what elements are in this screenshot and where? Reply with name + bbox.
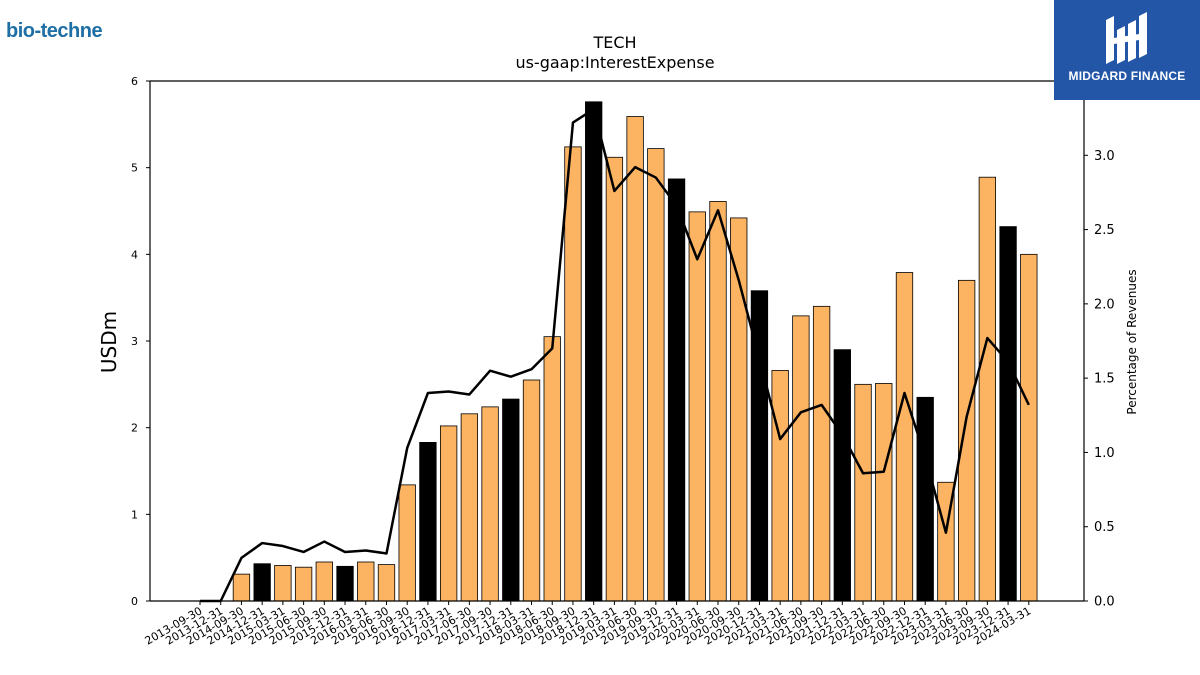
y-axis-ticks-right: 0.0 0.5 1.0 1.5 2.0 2.5 3.0 (1084, 149, 1115, 610)
bar (895, 272, 914, 602)
line-path (200, 107, 1030, 603)
bar (875, 383, 893, 602)
bar (522, 379, 541, 602)
y-tick-label-right: 3.0 (1094, 149, 1115, 164)
bar (585, 101, 603, 602)
bar (626, 116, 644, 602)
y-axis-label-left: USDm (97, 311, 121, 373)
bar (854, 383, 872, 602)
bar (833, 349, 851, 602)
bar (377, 564, 396, 602)
y-tick-label-right: 0.0 (1094, 595, 1115, 610)
bar (398, 484, 416, 602)
bar (978, 176, 997, 602)
bar (688, 211, 706, 602)
bio-techne-logo: bio-techne (6, 20, 103, 42)
y-tick-label-left: 5 (131, 162, 138, 175)
y-tick-label-right: 0.5 (1094, 520, 1115, 535)
bar (543, 336, 561, 602)
bar-series (232, 101, 1038, 602)
bar (460, 413, 479, 602)
chart-title: TECH (592, 33, 636, 52)
y-tick-label-left: 4 (131, 248, 138, 261)
midgard-logo-text: MIDGARD FINANCE (1068, 69, 1186, 83)
bar (481, 406, 499, 602)
y-tick-label-right: 1.5 (1094, 372, 1115, 387)
bar (419, 441, 437, 602)
x-axis-ticks: 2013-09-302013-12-312014-09-302014-12-31… (143, 601, 1033, 648)
y-tick-label-right: 2.0 (1094, 297, 1115, 312)
chart-subtitle: us-gaap:InterestExpense (515, 53, 714, 72)
y-tick-label-right: 2.5 (1094, 223, 1115, 238)
y-tick-label-left: 3 (131, 335, 138, 348)
bar (564, 146, 582, 602)
bar (1020, 253, 1038, 602)
midgard-finance-logo: MIDGARD FINANCE (1054, 0, 1200, 100)
bar (357, 561, 375, 602)
y-axis-ticks-left: 0 1 2 3 4 5 6 (131, 75, 150, 608)
bar (957, 279, 976, 602)
bar (709, 201, 727, 602)
y-tick-label-left: 1 (131, 508, 138, 521)
y-tick-label-right: 1.0 (1094, 446, 1115, 461)
midgard-logo-mark-icon (1106, 12, 1147, 64)
y-tick-label-left: 0 (131, 595, 138, 608)
bar (253, 563, 271, 602)
bar (336, 565, 354, 602)
bar (439, 425, 458, 602)
bar (647, 148, 665, 602)
bar (999, 226, 1017, 602)
y-axis-label-right: Percentage of Revenues (1125, 269, 1139, 414)
bar (605, 156, 624, 602)
bar (667, 178, 686, 602)
bar (294, 566, 313, 602)
bar (502, 398, 520, 602)
bar (232, 573, 251, 602)
bar (315, 561, 333, 602)
y-tick-label-left: 6 (131, 75, 138, 88)
bar (812, 305, 831, 602)
bar (792, 315, 810, 602)
bar (274, 565, 292, 602)
y-tick-label-left: 2 (131, 422, 138, 435)
bar (730, 217, 748, 602)
line-series (200, 107, 1030, 603)
bar (771, 370, 789, 602)
bar (916, 396, 934, 602)
